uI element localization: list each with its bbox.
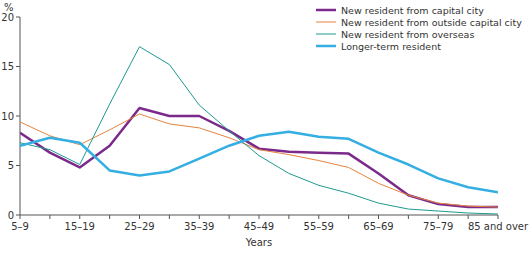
x-tick <box>229 215 230 219</box>
x-tick <box>288 215 289 219</box>
x-tick-label: 25–29 <box>124 221 154 232</box>
legend-label: New resident from overseas <box>341 29 474 40</box>
chart: 0 5 10 15 20% 5–9 15–19 25–29 35–39 45–49 55–59 65–… <box>0 0 529 253</box>
y-tick <box>16 165 20 166</box>
x-tick <box>498 215 499 219</box>
x-tick <box>199 215 200 219</box>
y-axis-label: % <box>4 2 14 13</box>
x-tick <box>169 215 170 219</box>
x-tick-label: 75–79 <box>423 221 453 232</box>
legend-swatch <box>316 34 336 35</box>
x-tick <box>79 215 80 219</box>
y-tick-label: 0 <box>8 210 14 221</box>
x-tick <box>139 215 140 219</box>
y-tick <box>16 116 20 117</box>
x-tick <box>438 215 439 219</box>
x-tick-label: 35–39 <box>184 221 214 232</box>
series-line <box>20 47 498 214</box>
x-tick <box>348 215 349 219</box>
x-tick <box>49 215 50 219</box>
x-tick-label: 85 and over <box>468 221 529 232</box>
y-tick-label: 15 <box>1 61 14 72</box>
x-tick-label: 5–9 <box>11 221 29 232</box>
plot-lines <box>20 47 498 214</box>
y-tick <box>16 215 20 216</box>
y-tick-label: 5 <box>8 160 14 171</box>
x-tick <box>318 215 319 219</box>
series-line <box>20 132 498 192</box>
y-tick-label: 20 <box>1 12 14 23</box>
x-tick-label: 45–49 <box>244 221 274 232</box>
x-axis-label: Years <box>245 237 272 248</box>
y-tick <box>16 17 20 18</box>
legend-label: New resident from capital city <box>341 5 484 16</box>
x-tick <box>468 215 469 219</box>
series-line <box>20 114 498 207</box>
x-tick-label: 65–69 <box>363 221 393 232</box>
y-tick <box>16 66 20 67</box>
legend-label: Longer-term resident <box>341 41 441 52</box>
legend-swatch <box>316 45 336 48</box>
x-tick <box>408 215 409 219</box>
y-tick-label: 10 <box>1 111 14 122</box>
legend-swatch <box>316 22 336 23</box>
series-line <box>20 108 498 207</box>
x-tick <box>20 215 21 219</box>
legend-swatch <box>316 9 336 12</box>
x-tick <box>109 215 110 219</box>
x-tick-label: 55–59 <box>304 221 334 232</box>
x-tick-label: 15–19 <box>65 221 95 232</box>
x-tick <box>378 215 379 219</box>
x-tick <box>259 215 260 219</box>
legend-label: New resident from outside capital city <box>341 17 522 28</box>
